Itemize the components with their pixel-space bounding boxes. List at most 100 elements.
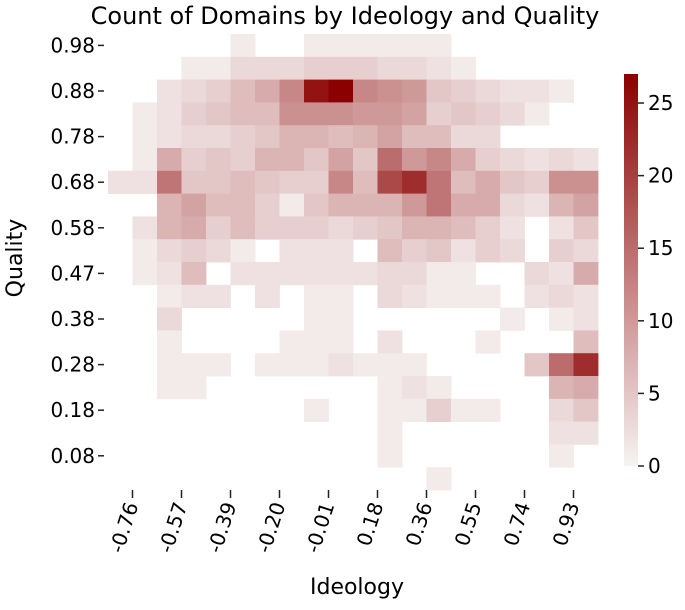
heatmap-cell [524, 262, 550, 286]
heatmap-cell [181, 353, 207, 377]
heatmap-cell [402, 170, 427, 194]
heatmap-cell [181, 125, 207, 149]
heatmap-cell [377, 170, 403, 194]
heatmap-cell [377, 262, 403, 286]
heatmap-cell [230, 56, 256, 80]
heatmap-cell [353, 170, 378, 194]
heatmap-cell [157, 307, 182, 331]
heatmap-cell [328, 79, 354, 103]
heatmap-cell [304, 79, 329, 103]
heatmap-cell [524, 102, 550, 126]
heatmap-cell [181, 148, 207, 172]
heatmap-cell [206, 56, 231, 80]
colorbar-tick-label: 20 [648, 164, 673, 188]
x-tick-label: 0.36 [401, 499, 438, 549]
heatmap-cell [181, 262, 207, 286]
heatmap-cell [524, 148, 550, 172]
heatmap-cell [475, 125, 501, 149]
heatmap-cell [279, 216, 305, 240]
heatmap-cell [475, 170, 501, 194]
heatmap-cell [402, 125, 427, 149]
heatmap-cell [304, 307, 329, 331]
heatmap-cell [181, 193, 207, 217]
heatmap-cell [304, 125, 329, 149]
heatmap-cell [573, 353, 599, 377]
heatmap-cell [255, 79, 280, 103]
heatmap-cell [108, 170, 133, 194]
heatmap-cell [549, 79, 574, 103]
heatmap-cell [426, 239, 452, 263]
colorbar [624, 74, 638, 466]
heatmap-cell [377, 102, 403, 126]
y-axis-label: Quality [3, 219, 28, 298]
heatmap-cell [475, 398, 501, 422]
heatmap-cell [157, 262, 182, 286]
heatmap-cell [255, 193, 280, 217]
heatmap-cell [377, 239, 403, 263]
heatmap-cell [132, 262, 158, 286]
heatmap-cell [328, 148, 354, 172]
heatmap-cell [451, 193, 476, 217]
heatmap-cell [549, 239, 574, 263]
x-tick-label: 0.74 [499, 499, 536, 549]
colorbar-tick-label: 0 [648, 454, 661, 478]
heatmap-cell [353, 353, 378, 377]
heatmap-cell [304, 102, 329, 126]
x-tick-label: 0.55 [450, 499, 487, 549]
y-tick-label: 0.08 [50, 444, 95, 468]
heatmap-cell [500, 102, 525, 126]
heatmap-cell [402, 148, 427, 172]
heatmap-cell [230, 102, 256, 126]
heatmap-cell [328, 284, 354, 308]
heatmap-cell [304, 56, 329, 80]
y-tick-label: 0.78 [50, 125, 95, 149]
heatmap-cell [475, 284, 501, 308]
heatmap-cell [549, 421, 574, 445]
heatmap-cell [377, 216, 403, 240]
heatmap-cell [328, 102, 354, 126]
heatmap-cell [402, 398, 427, 422]
heatmap-cell [353, 193, 378, 217]
heatmap-cell [549, 307, 574, 331]
heatmap-cell [500, 193, 525, 217]
heatmap-cell [353, 125, 378, 149]
heatmap-cell [353, 216, 378, 240]
heatmap-cell [279, 239, 305, 263]
heatmap-cell [426, 56, 452, 80]
heatmap-cell [230, 34, 256, 58]
heatmap-cell [206, 79, 231, 103]
heatmap-cell [279, 56, 305, 80]
heatmap-cell [549, 170, 574, 194]
heatmap-cell [132, 239, 158, 263]
heatmap-cell [549, 398, 574, 422]
heatmap-cell [328, 170, 354, 194]
x-tick-label: 0.18 [352, 499, 389, 549]
heatmap-cell [524, 353, 550, 377]
heatmap-cell [377, 79, 403, 103]
heatmap-cell [181, 216, 207, 240]
colorbar-tick-label: 25 [648, 91, 673, 115]
heatmap-cell [255, 56, 280, 80]
heatmap-cell [475, 148, 501, 172]
y-tick-label: 0.58 [50, 216, 95, 240]
heatmap-cell [402, 284, 427, 308]
y-tick-label: 0.38 [50, 307, 95, 331]
heatmap-cell [451, 79, 476, 103]
heatmap-cell [549, 262, 574, 286]
heatmap-cell [328, 125, 354, 149]
heatmap-cell [279, 148, 305, 172]
heatmap-cell [157, 239, 182, 263]
heatmap-cell [206, 216, 231, 240]
heatmap-cell [475, 216, 501, 240]
heatmap-cell [426, 148, 452, 172]
heatmap-cell [132, 170, 158, 194]
heatmap-cell [402, 56, 427, 80]
heatmap-cell [377, 421, 403, 445]
heatmap-cell [451, 216, 476, 240]
heatmap-cell [524, 193, 550, 217]
heatmap-cell [328, 56, 354, 80]
heatmap-cell [206, 284, 231, 308]
heatmap-cell [500, 79, 525, 103]
heatmap-cell [206, 193, 231, 217]
